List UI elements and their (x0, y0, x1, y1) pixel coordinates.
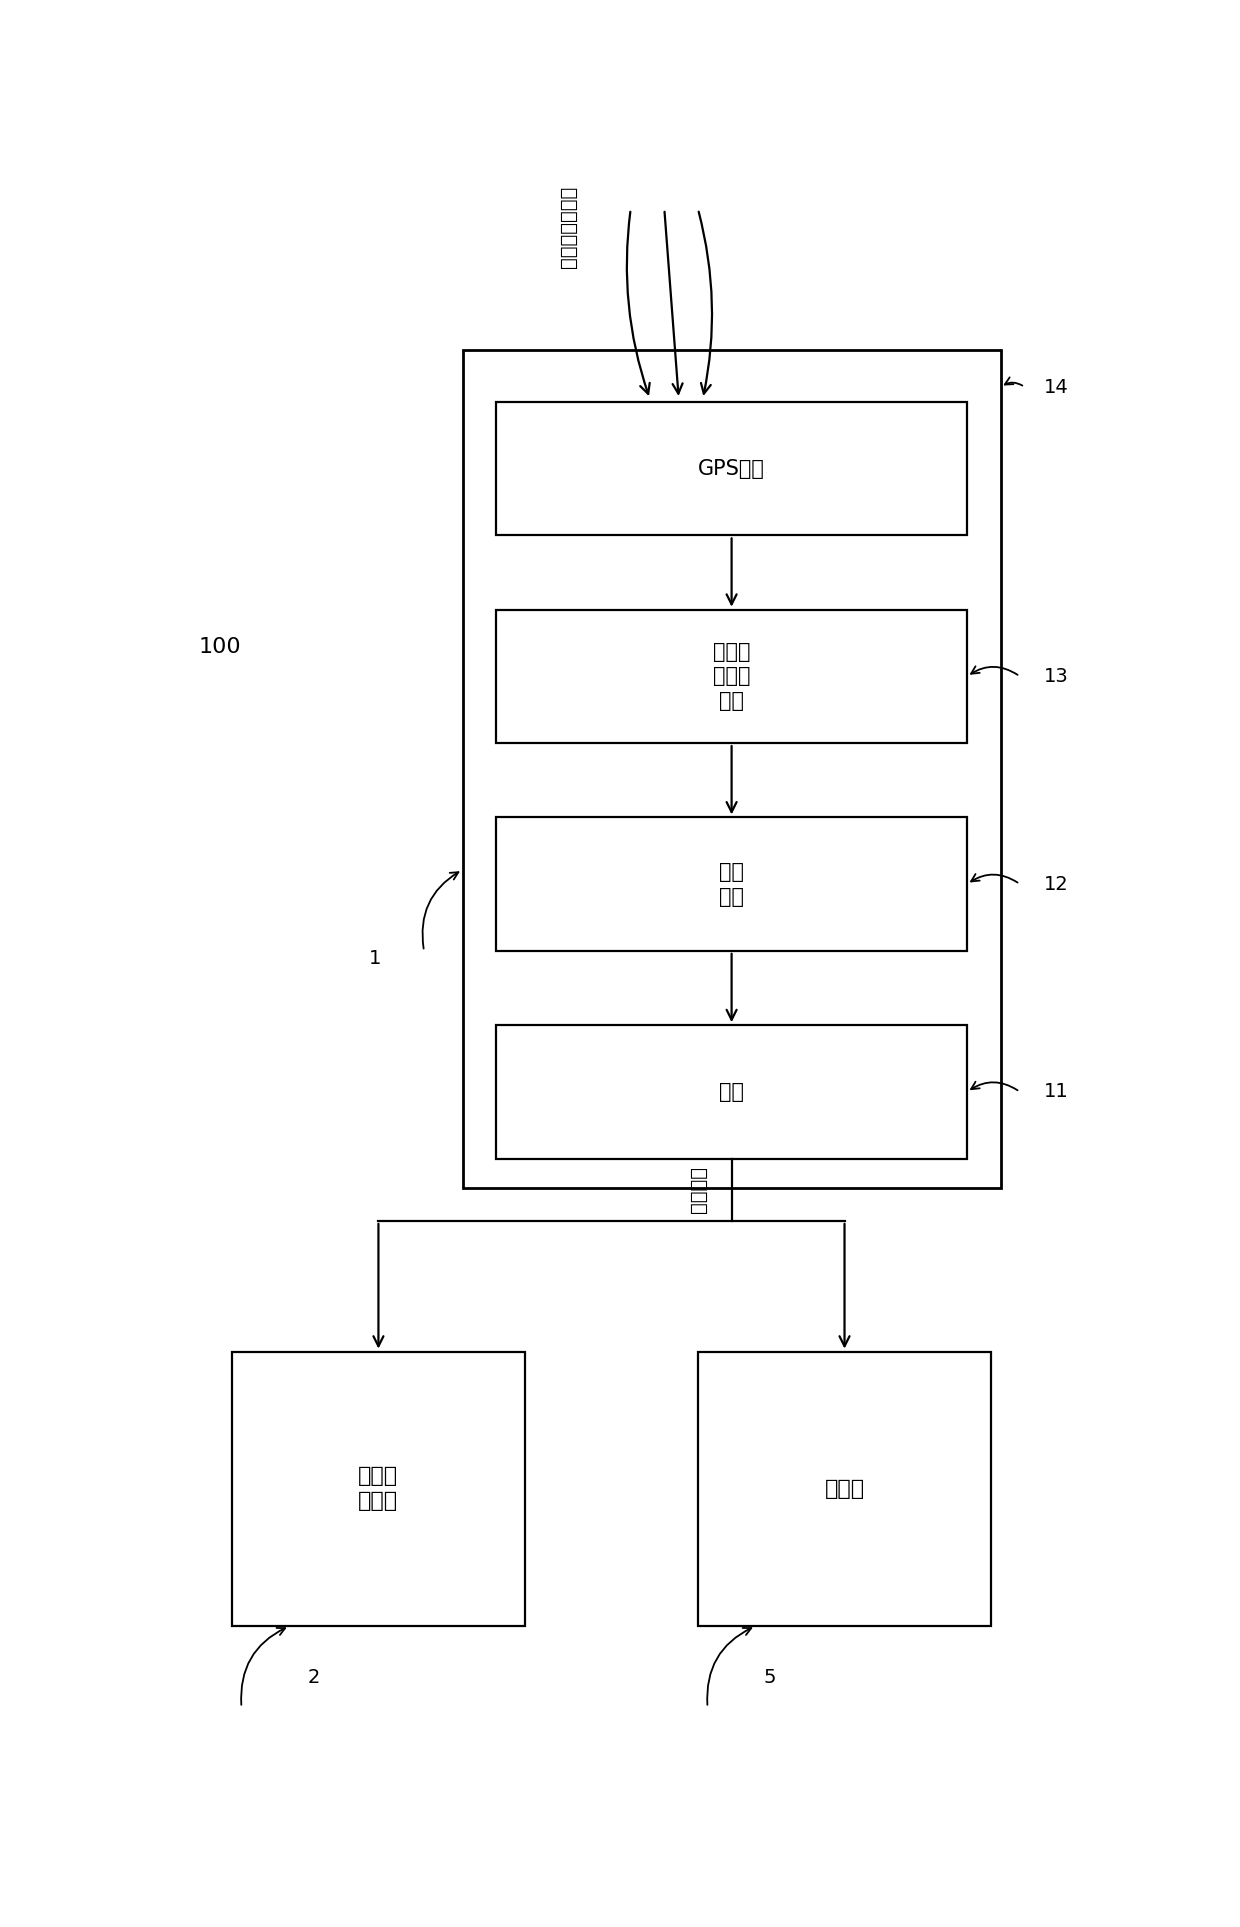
Bar (496, 609, 967, 744)
Bar (698, 1351, 991, 1626)
Bar (496, 1025, 967, 1158)
Text: 100: 100 (198, 636, 241, 657)
Bar (463, 351, 1001, 1189)
Text: 方位调整: 方位调整 (688, 1166, 708, 1214)
Text: 14: 14 (1044, 378, 1069, 397)
Text: 2: 2 (308, 1669, 320, 1688)
Text: 太阳方
位计算
系统: 太阳方 位计算 系统 (713, 642, 750, 711)
Bar (232, 1351, 525, 1626)
Text: 太阳方位角信息: 太阳方位角信息 (559, 187, 578, 268)
Text: 5: 5 (764, 1669, 776, 1688)
Text: 11: 11 (1044, 1083, 1069, 1102)
Text: GPS系统: GPS系统 (698, 459, 765, 478)
Text: 光谱测
量模块: 光谱测 量模块 (358, 1466, 398, 1511)
Text: 1: 1 (368, 948, 381, 967)
Text: 摄像机: 摄像机 (825, 1478, 864, 1499)
Text: 转台: 转台 (719, 1081, 744, 1102)
Text: 驱动
系统: 驱动 系统 (719, 861, 744, 906)
Text: 13: 13 (1044, 667, 1069, 686)
Bar (496, 403, 967, 536)
Bar (496, 817, 967, 950)
Text: 12: 12 (1044, 875, 1069, 894)
